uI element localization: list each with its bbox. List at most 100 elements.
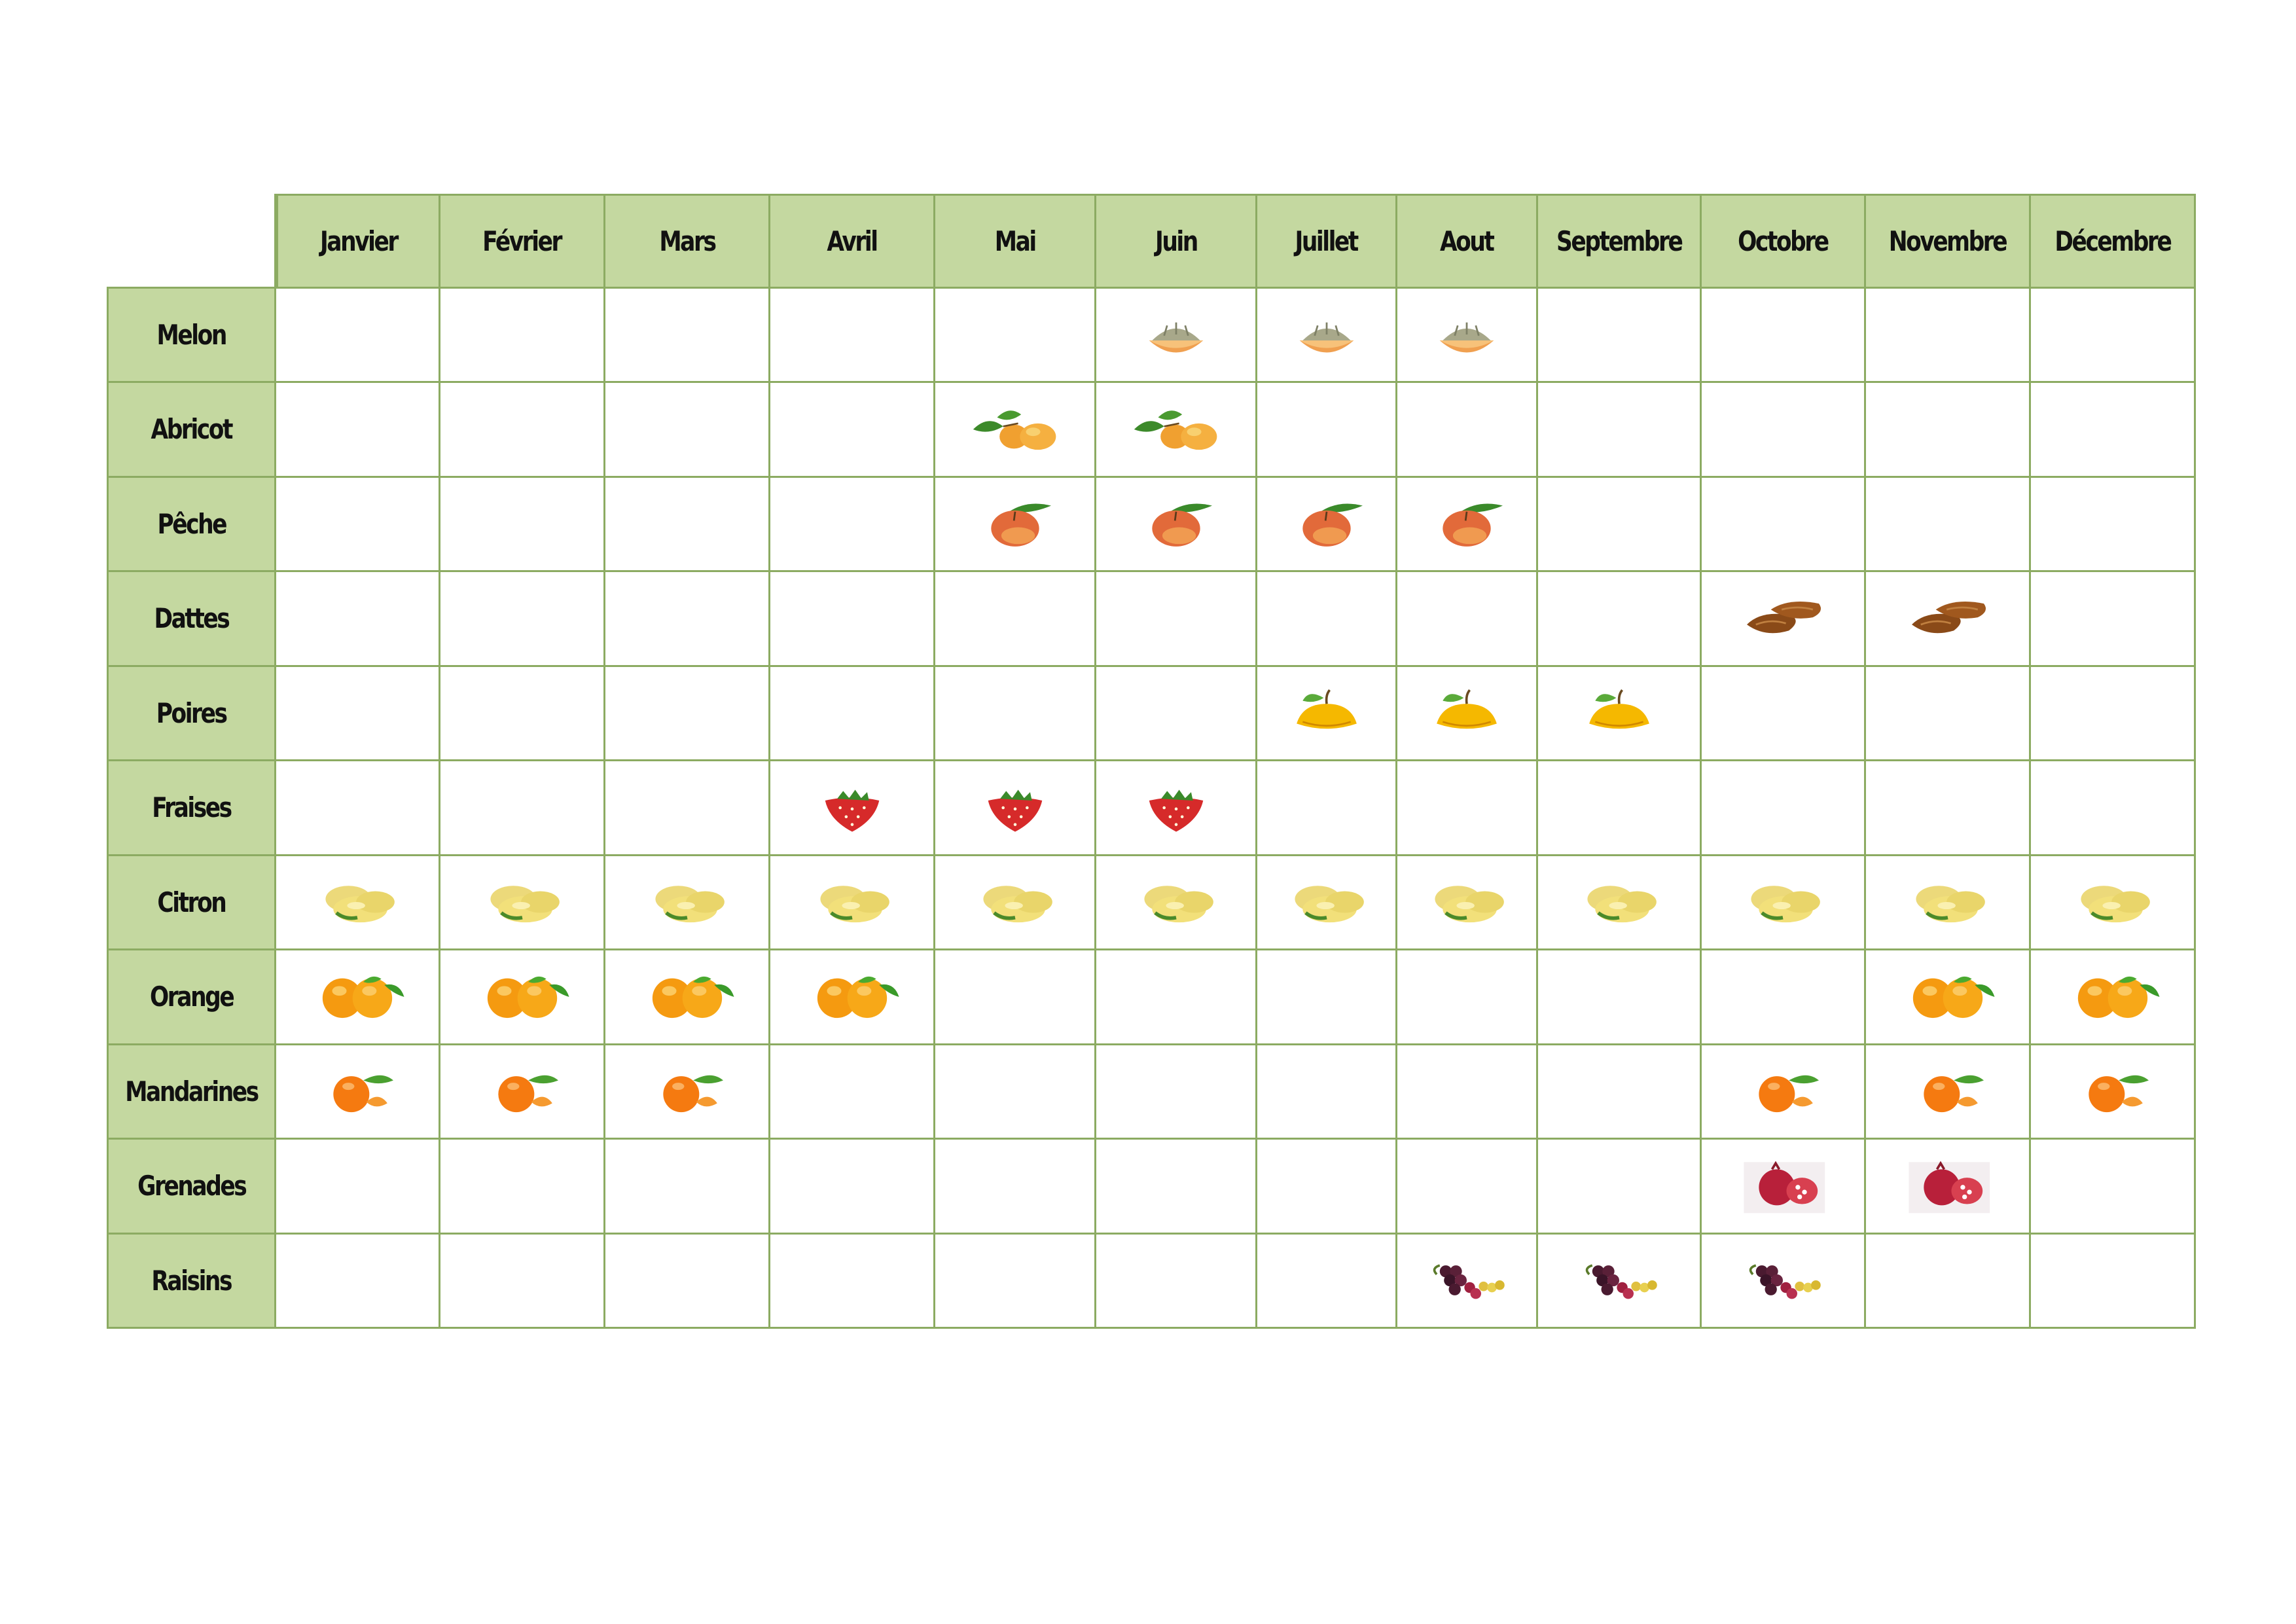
apricot-icon xyxy=(956,393,1074,465)
season-cell xyxy=(1257,1045,1397,1140)
peach-icon xyxy=(956,488,1074,560)
season-cell xyxy=(770,1140,935,1235)
month-header: Octobre xyxy=(1702,194,1866,289)
fruit-season-table: Janvier Février Mars Avril Mai Juin Juillet Aou… xyxy=(107,194,2196,1329)
season-cell xyxy=(276,383,440,478)
cell-label: Fraises xyxy=(152,791,232,824)
season-cell xyxy=(276,477,440,572)
season-cell xyxy=(935,1045,1096,1140)
season-cell xyxy=(276,1045,440,1140)
pear-icon xyxy=(1268,677,1386,749)
fruit-row-header: Fraises xyxy=(107,761,276,856)
month-header: Février xyxy=(440,194,605,289)
season-cell xyxy=(1397,666,1538,761)
cell-label: Octobre xyxy=(1738,225,1829,257)
cell-label: Septembre xyxy=(1556,225,1683,257)
mandarin-icon xyxy=(628,1055,746,1127)
season-cell xyxy=(1397,1045,1538,1140)
season-cell xyxy=(2031,477,2196,572)
season-cell xyxy=(1397,1140,1538,1235)
season-cell xyxy=(935,761,1096,856)
season-cell xyxy=(1257,1234,1397,1329)
season-cell xyxy=(1702,950,1866,1045)
mandarin-icon xyxy=(1724,1055,1842,1127)
lemon-icon xyxy=(628,866,746,938)
season-cell xyxy=(1096,288,1257,383)
season-cell xyxy=(1397,572,1538,667)
season-cell xyxy=(276,666,440,761)
season-cell xyxy=(2031,1045,2196,1140)
lemon-icon xyxy=(1268,866,1386,938)
season-cell xyxy=(605,666,770,761)
season-cell xyxy=(770,477,935,572)
season-cell xyxy=(1096,1234,1257,1329)
season-cell xyxy=(1257,856,1397,950)
month-header: Juin xyxy=(1096,194,1257,289)
season-cell xyxy=(605,288,770,383)
orange-icon xyxy=(1889,961,2007,1033)
season-cell xyxy=(1257,288,1397,383)
season-cell xyxy=(1866,477,2031,572)
season-cell xyxy=(1702,856,1866,950)
cell-label: Mars xyxy=(658,225,717,257)
lemon-icon xyxy=(2054,866,2172,938)
season-cell xyxy=(1866,1045,2031,1140)
season-cell xyxy=(935,856,1096,950)
lemon-icon xyxy=(298,866,416,938)
season-cell xyxy=(1257,383,1397,478)
mandarin-icon xyxy=(2054,1055,2172,1127)
cell-label: Juillet xyxy=(1295,225,1359,257)
fruit-row-header: Raisins xyxy=(107,1234,276,1329)
season-cell xyxy=(440,1234,605,1329)
season-cell xyxy=(770,666,935,761)
season-cell xyxy=(1096,477,1257,572)
cell-label: Melon xyxy=(156,318,228,351)
month-header: Décembre xyxy=(2031,194,2196,289)
month-header: Novembre xyxy=(1866,194,2031,289)
month-header: Avril xyxy=(770,194,935,289)
peach-icon xyxy=(1268,488,1386,560)
season-cell xyxy=(2031,1234,2196,1329)
lemon-icon xyxy=(1560,866,1678,938)
fruit-row-header: Mandarines xyxy=(107,1045,276,1140)
season-cell xyxy=(1702,572,1866,667)
season-cell xyxy=(770,572,935,667)
season-cell xyxy=(1397,761,1538,856)
season-cell xyxy=(440,1045,605,1140)
season-cell xyxy=(1397,1234,1538,1329)
month-header: Janvier xyxy=(276,194,440,289)
cell-label: Aout xyxy=(1440,225,1495,257)
peach-icon xyxy=(1408,488,1526,560)
season-cell xyxy=(1397,477,1538,572)
season-cell xyxy=(770,288,935,383)
season-cell xyxy=(1538,288,1702,383)
season-cell xyxy=(1866,572,2031,667)
season-cell xyxy=(935,383,1096,478)
fruit-row-header: Abricot xyxy=(107,383,276,478)
table-corner xyxy=(107,194,276,289)
cell-label: Citron xyxy=(157,886,227,918)
season-cell xyxy=(1096,856,1257,950)
season-cell xyxy=(1096,761,1257,856)
season-cell xyxy=(440,477,605,572)
strawberry-icon xyxy=(1117,772,1235,844)
season-cell xyxy=(1702,666,1866,761)
melon-icon xyxy=(1268,298,1386,370)
season-cell xyxy=(276,1234,440,1329)
fruit-row-header: Orange xyxy=(107,950,276,1045)
season-cell xyxy=(2031,572,2196,667)
season-cell xyxy=(1257,761,1397,856)
cell-label: Poires xyxy=(156,696,228,729)
season-cell xyxy=(1096,1045,1257,1140)
grapes-icon xyxy=(1560,1244,1678,1316)
cell-label: Grenades xyxy=(137,1170,247,1202)
season-cell xyxy=(440,1140,605,1235)
season-cell xyxy=(2031,761,2196,856)
month-header: Juillet xyxy=(1257,194,1397,289)
season-cell xyxy=(2031,950,2196,1045)
season-cell xyxy=(440,666,605,761)
mandarin-icon xyxy=(298,1055,416,1127)
season-cell xyxy=(770,1045,935,1140)
season-cell xyxy=(1702,477,1866,572)
season-cell xyxy=(1538,1045,1702,1140)
